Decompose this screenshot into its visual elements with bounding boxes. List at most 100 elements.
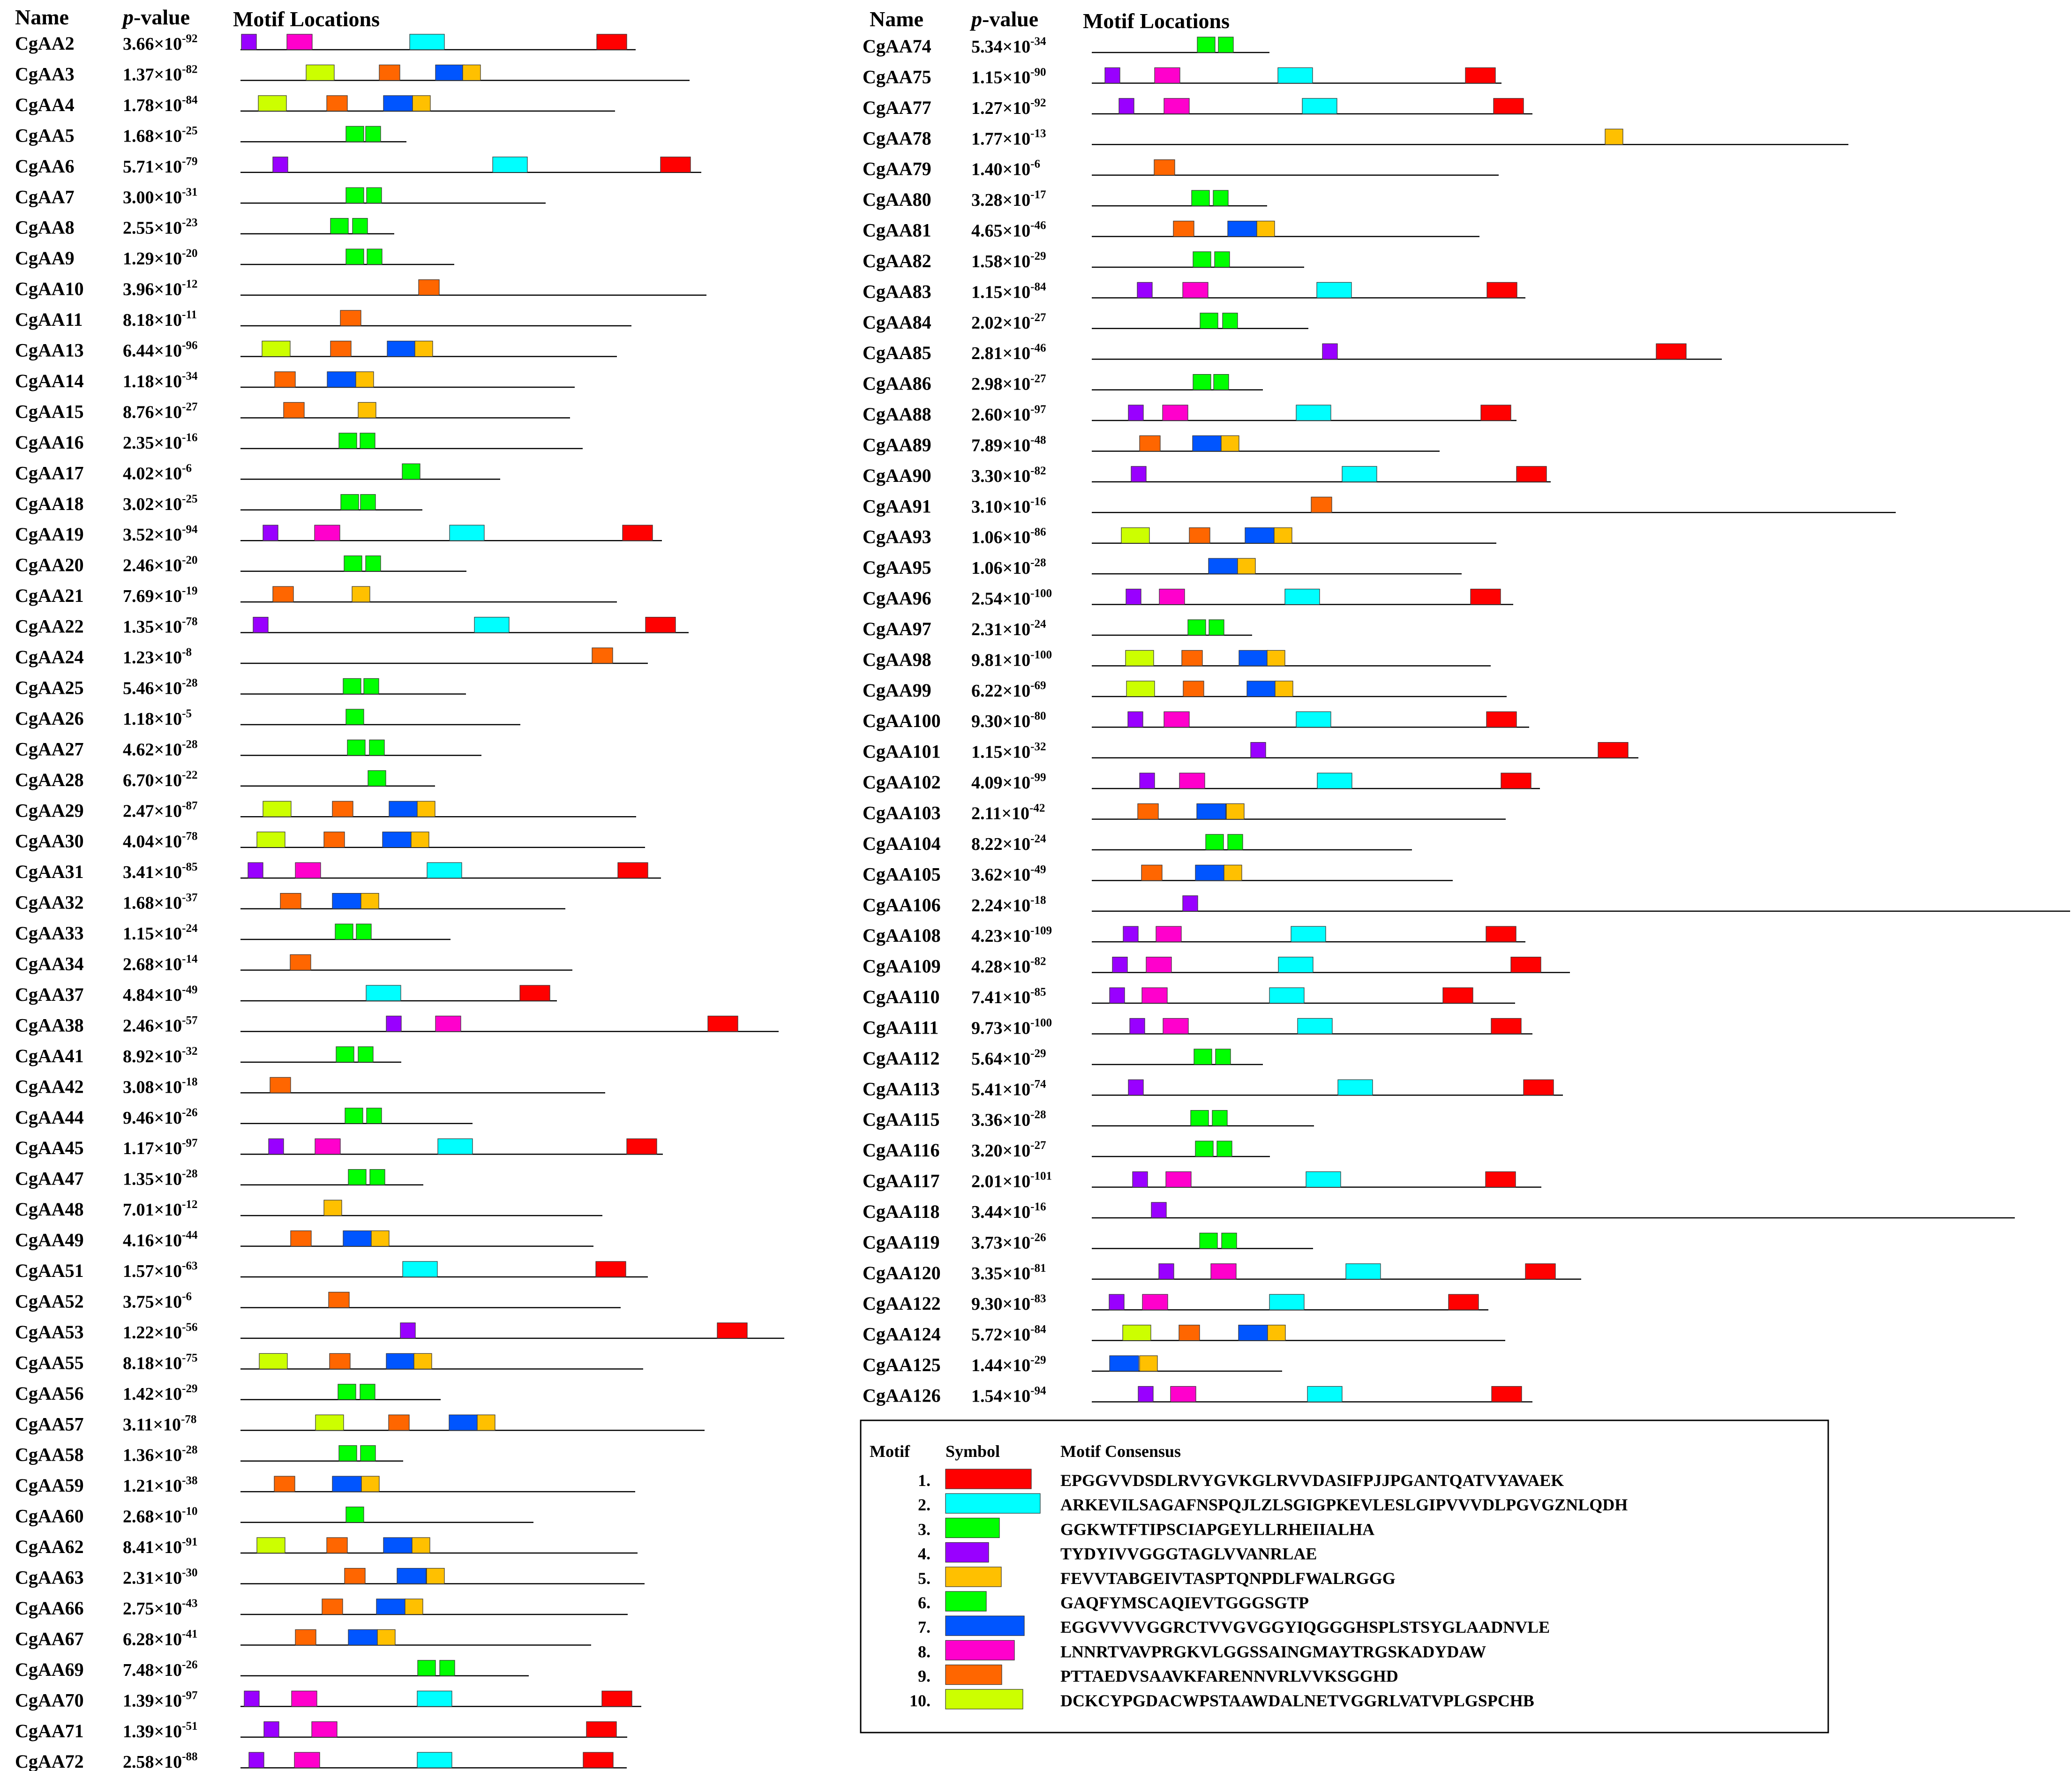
gene-pvalue: 5.71×10-79: [123, 155, 197, 177]
pvalue-mantissa: 3.62: [971, 865, 1003, 885]
gene-name: CgAA41: [15, 1045, 84, 1066]
pvalue-mantissa: 9.46: [123, 1108, 154, 1128]
pvalue-times: ×10: [1003, 988, 1031, 1007]
pvalue-mantissa: 2.31: [123, 1568, 154, 1588]
gene-name: CgAA49: [15, 1230, 84, 1251]
gene-row-CgAA2: CgAA2 3.66×10-92: [15, 32, 636, 54]
gene-row-CgAA99: CgAA99 6.22×10-69: [863, 679, 1507, 701]
legend-consensus: DCKCYPGDACWPSTAAWDALNETVGGRLVATVPLGSPCHB: [1060, 1691, 1534, 1710]
gene-row-CgAA74: CgAA74 5.34×10-34: [863, 35, 1269, 57]
pvalue-times: ×10: [1003, 1141, 1031, 1161]
left-column-headers: Name p-value Motif Locations: [15, 5, 380, 31]
pvalue-mantissa: 2.75: [123, 1599, 154, 1619]
gene-name: CgAA62: [15, 1536, 84, 1557]
gene-row-CgAA24: CgAA24 1.23×10-8: [15, 646, 648, 668]
gene-row-CgAA30: CgAA30 4.04×10-78: [15, 830, 645, 852]
motif-10-box: [1122, 1325, 1151, 1341]
gene-name: CgAA117: [863, 1171, 939, 1192]
pvalue-times: ×10: [154, 617, 182, 637]
motif-9-box: [1154, 159, 1175, 176]
gene-pvalue: 4.28×10-82: [971, 955, 1046, 977]
pvalue-exponent: -100: [1030, 648, 1052, 661]
motif-8-box: [435, 1015, 461, 1032]
pvalue-exponent: -79: [182, 155, 197, 168]
pvalue-mantissa: 6.44: [123, 341, 154, 361]
pvalue-mantissa: 4.09: [971, 773, 1003, 793]
pvalue-times: ×10: [154, 740, 182, 759]
motif-8-box: [1170, 1386, 1196, 1403]
gene-row-CgAA110: CgAA110 7.41×10-85: [863, 986, 1515, 1007]
pvalue-times: ×10: [1003, 160, 1031, 180]
pvalue-exponent: -92: [1030, 97, 1046, 109]
motif-9-box: [332, 801, 353, 817]
pvalue-exponent: -25: [182, 124, 197, 137]
pvalue-exponent: -84: [1030, 280, 1046, 293]
gene-pvalue: 1.18×10-5: [123, 707, 192, 729]
gene-pvalue: 1.78×10-84: [123, 94, 198, 115]
gene-name: CgAA47: [15, 1168, 84, 1189]
motif-8-box: [1164, 98, 1190, 114]
pvalue-exponent: -6: [1030, 158, 1040, 171]
motif-6-box: [1218, 37, 1234, 53]
gene-row-CgAA56: CgAA56 1.42×10-29: [15, 1382, 441, 1404]
legend-items: 1. EPGGVVDSDLRVYGVKGLRVVDASIFPJJPGANTQATV…: [909, 1469, 1628, 1710]
motif-6-box: [363, 678, 379, 695]
motif-6-box: [1221, 1232, 1237, 1249]
motif-10-box: [1121, 527, 1150, 544]
gene-pvalue: 4.09×10-99: [971, 771, 1046, 793]
pvalue-exponent: -6: [182, 1290, 192, 1303]
motif-7-box: [383, 95, 413, 112]
pvalue-exponent: -49: [182, 983, 197, 996]
pvalue-times: ×10: [154, 1722, 182, 1741]
gene-row-CgAA3: CgAA3 1.37×10-82: [15, 63, 690, 84]
gene-row-CgAA62: CgAA62 8.41×10-91: [15, 1536, 638, 1557]
gene-pvalue: 3.75×10-6: [123, 1290, 192, 1312]
gene-name: CgAA91: [863, 495, 931, 517]
motif-1-box: [645, 616, 676, 633]
motif-9-box: [328, 1291, 350, 1308]
motif-9-box: [379, 64, 400, 81]
motif-1-box: [1598, 742, 1629, 758]
pvalue-exponent: -97: [182, 1137, 197, 1149]
pvalue-mantissa: 1.23: [123, 648, 154, 668]
gene-row-CgAA4: CgAA4 1.78×10-84: [15, 94, 615, 115]
pvalue-times: ×10: [1003, 865, 1031, 885]
gene-name: CgAA37: [15, 984, 84, 1005]
pvalue-exponent: -26: [1030, 1231, 1046, 1244]
pvalue-times: ×10: [1003, 497, 1031, 517]
gene-name: CgAA30: [15, 831, 84, 852]
pvalue-exponent: -16: [1030, 1201, 1046, 1213]
pvalue-mantissa: 1.15: [971, 743, 1003, 762]
pvalue-exponent: -94: [1030, 1384, 1046, 1397]
legend-consensus: GAQFYMSCAQIEVTGGGSGTP: [1060, 1593, 1309, 1612]
motif-1-box: [583, 1752, 614, 1768]
pvalue-mantissa: 3.66: [123, 34, 154, 54]
motif-1-box: [1480, 405, 1511, 421]
pvalue-mantissa: 2.47: [123, 801, 154, 821]
pvalue-times: ×10: [154, 1323, 182, 1343]
pvalue-exponent: -75: [182, 1351, 197, 1364]
motif-5-box: [1139, 1355, 1158, 1372]
right-header-name: Name: [870, 7, 923, 31]
motif-9-box: [290, 954, 311, 971]
gene-name: CgAA22: [15, 616, 84, 637]
motif-7-box: [383, 1537, 413, 1553]
pvalue-exponent: -99: [1030, 771, 1046, 784]
gene-pvalue: 3.08×10-18: [123, 1075, 197, 1097]
pvalue-mantissa: 5.46: [123, 678, 154, 698]
motif-9-box: [1173, 220, 1194, 237]
gene-row-CgAA109: CgAA109 4.28×10-82: [863, 955, 1570, 977]
gene-pvalue: 7.01×10-12: [123, 1198, 197, 1220]
motif-4-box: [1112, 956, 1128, 973]
pvalue-exponent: -44: [182, 1229, 198, 1242]
pvalue-mantissa: 4.84: [123, 985, 154, 1005]
pvalue-times: ×10: [1003, 221, 1031, 241]
pvalue-mantissa: 2.35: [123, 433, 154, 453]
pvalue-exponent: -11: [182, 308, 197, 321]
pvalue-exponent: -28: [182, 1168, 197, 1180]
pvalue-times: ×10: [154, 1139, 182, 1158]
legend-symbol: [945, 1542, 989, 1563]
pvalue-exponent: -12: [182, 278, 197, 291]
legend-symbol: [945, 1469, 1032, 1489]
pvalue-mantissa: 1.42: [123, 1384, 154, 1404]
